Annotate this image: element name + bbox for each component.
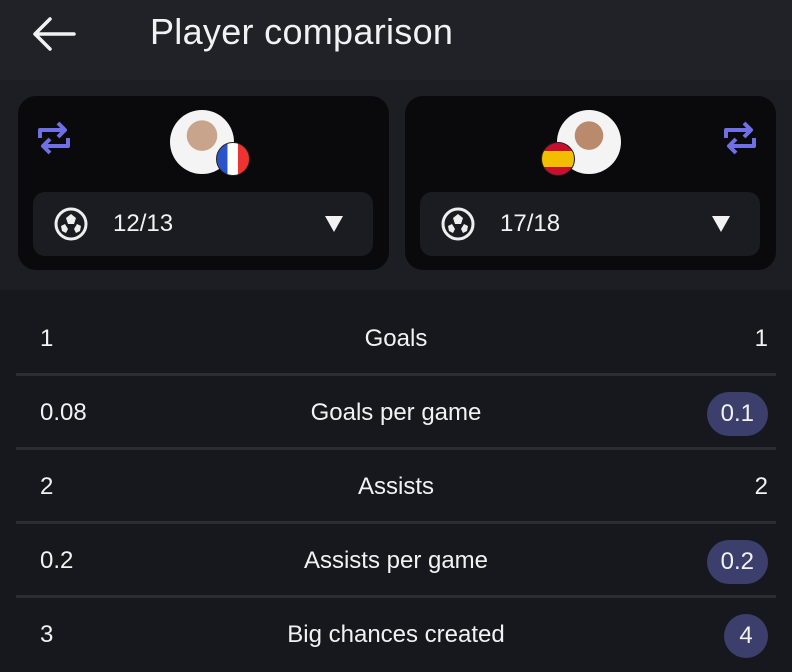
top-bar: Player comparison (0, 0, 792, 80)
player-card-right: 17/18 (405, 96, 776, 270)
dropdown-caret-icon (712, 216, 730, 232)
champions-league-ball-icon (54, 207, 88, 241)
swap-player-icon[interactable] (720, 118, 760, 158)
stats-list: 1 Goals 1 0.08 Goals per game 0.1 2 Assists 2 … (0, 302, 792, 672)
stat-label: Goals per game (310, 399, 482, 426)
stat-row-goals: 1 Goals 1 (16, 302, 776, 376)
arrow-left-icon[interactable] (30, 14, 76, 54)
stat-row-assists-per-game: 0.2 Assists per game 0.2 (16, 524, 776, 598)
left-value: 2 (40, 473, 54, 500)
right-value-highlight: 4 (724, 614, 768, 658)
stat-row-assists: 2 Assists 2 (16, 450, 776, 524)
season-value: 12/13 (113, 210, 174, 237)
player-card-left: 12/13 (18, 96, 389, 270)
right-value-highlight: 0.2 (706, 540, 768, 584)
stat-label: Goals (364, 325, 428, 352)
champions-league-ball-icon (441, 207, 475, 241)
left-value: 1 (40, 325, 54, 352)
stat-label: Assists (357, 473, 434, 500)
right-value: 2 (754, 473, 768, 500)
stat-label: Big chances created (287, 621, 505, 648)
stat-label: Assists per game (303, 547, 489, 574)
left-value: 3 (40, 621, 54, 648)
swap-player-icon[interactable] (34, 118, 74, 158)
left-value: 0.08 (40, 399, 87, 426)
left-value: 0.2 (40, 547, 74, 574)
page-title: Player comparison (150, 11, 454, 52)
france-flag-icon (216, 142, 250, 176)
stat-row-goals-per-game: 0.08 Goals per game 0.1 (16, 376, 776, 450)
season-value: 17/18 (500, 210, 561, 237)
right-value-highlight: 0.1 (706, 392, 768, 436)
player-selector-area: 12/13 17/18 (0, 80, 792, 290)
dropdown-caret-icon (325, 216, 343, 232)
season-dropdown[interactable]: 17/18 (420, 192, 760, 256)
spain-flag-icon (541, 142, 575, 176)
right-value: 1 (754, 325, 768, 352)
season-dropdown[interactable]: 12/13 (33, 192, 373, 256)
stat-row-big-chances-created: 3 Big chances created 4 (16, 598, 776, 672)
